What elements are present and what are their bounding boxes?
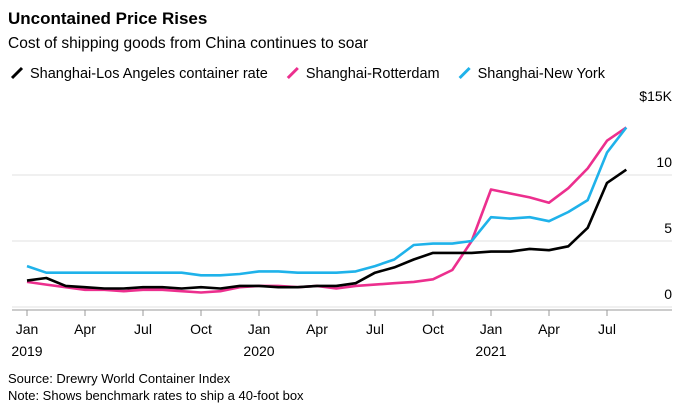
x-tick-label: Oct [190,321,212,337]
series-line [26,126,628,294]
x-tick-label: Jul [134,321,152,337]
source: Source: Drewry World Container Index [8,371,231,386]
x-tick-label: Apr [306,321,328,337]
legend-swatch [458,66,471,80]
series-line [26,168,628,290]
y-tick-label: 10 [656,154,672,170]
legend-swatch [286,66,299,80]
year-label: 2019 [11,343,42,359]
x-tick-label: Apr [74,321,96,337]
year-label: 2020 [243,343,274,359]
x-tick-label: Jan [480,321,503,337]
note: Note: Shows benchmark rates to ship a 40… [8,388,304,403]
x-tick-label: Jan [16,321,39,337]
series-line [26,126,628,277]
x-tick-label: Jul [598,321,616,337]
year-label: 2021 [475,343,506,359]
x-tick-label: Jan [248,321,271,337]
y-tick-label: 5 [664,220,672,236]
y-tick-label: 0 [664,286,672,302]
legend-label: Shanghai-Los Angeles container rate [30,66,268,82]
x-tick-label: Jul [366,321,384,337]
legend-swatch [10,66,24,80]
y-tick-label: $15K [639,88,672,104]
x-tick-label: Oct [422,321,444,337]
chart-title: Uncontained Price Rises [8,9,207,28]
legend-label: Shanghai-Rotterdam [306,66,440,82]
legend-label: Shanghai-New York [478,66,606,82]
chart-subtitle: Cost of shipping goods from China contin… [8,35,368,52]
x-tick-label: Apr [538,321,560,337]
